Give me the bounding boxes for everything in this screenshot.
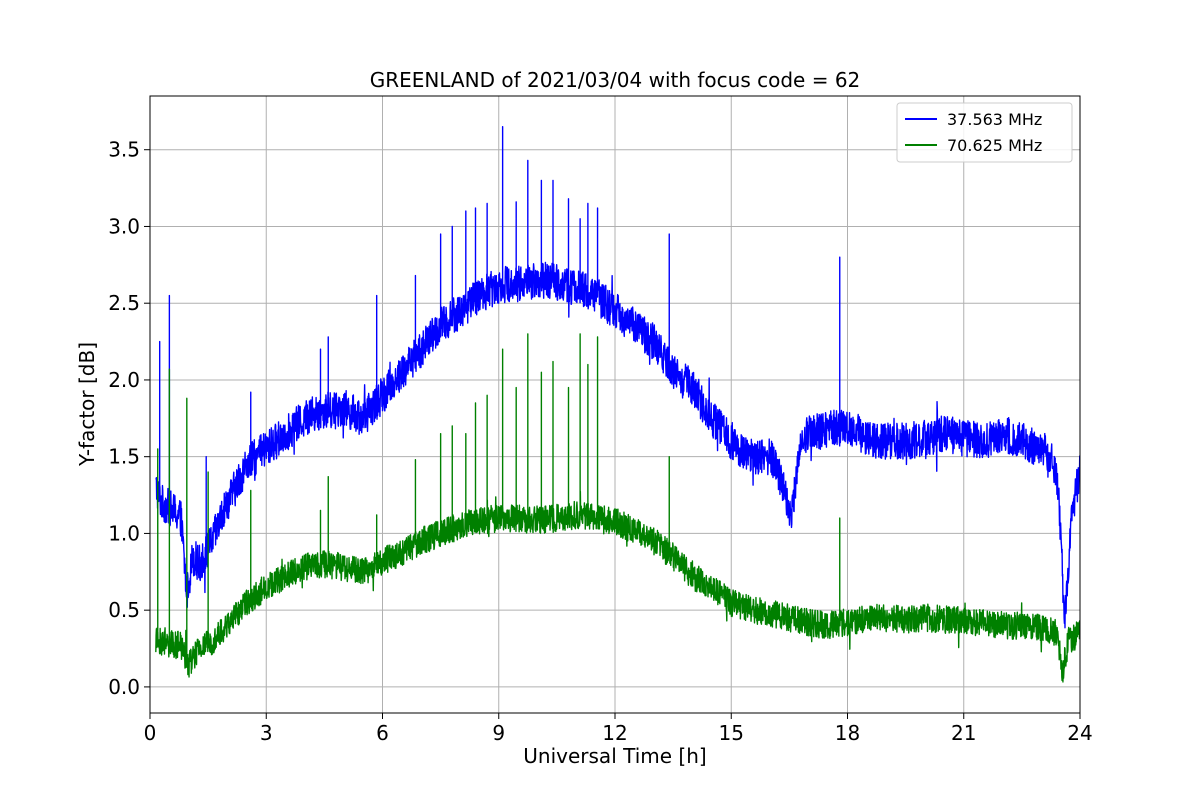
x-tick-label: 21 xyxy=(951,721,976,745)
x-tick-label: 9 xyxy=(492,721,505,745)
series-line-1 xyxy=(155,126,1080,629)
legend: 37.563 MHz 70.625 MHz xyxy=(896,102,1073,163)
y-tick-label: 2.0 xyxy=(108,368,140,392)
y-axis-ticks: 0.0 0.5 1.0 1.5 2.0 2.5 3.0 3.5 xyxy=(108,138,150,699)
series-line-2 xyxy=(155,333,1080,683)
x-tick-label: 12 xyxy=(602,721,627,745)
x-tick-label: 24 xyxy=(1067,721,1092,745)
x-tick-label: 15 xyxy=(719,721,744,745)
y-tick-label: 2.5 xyxy=(108,291,140,315)
x-tick-label: 3 xyxy=(260,721,273,745)
y-tick-label: 0.0 xyxy=(108,675,140,699)
y-tick-label: 0.5 xyxy=(108,598,140,622)
legend-label-1: 37.563 MHz xyxy=(947,110,1042,129)
x-axis-ticks: 0 3 6 9 12 15 18 21 24 xyxy=(144,713,1093,745)
legend-label-2: 70.625 MHz xyxy=(947,136,1042,155)
y-tick-label: 1.0 xyxy=(108,521,140,545)
y-axis-label: Y-factor [dB] xyxy=(75,342,99,467)
x-tick-label: 0 xyxy=(144,721,157,745)
x-tick-label: 6 xyxy=(376,721,389,745)
x-axis-label: Universal Time [h] xyxy=(523,744,706,768)
y-tick-label: 1.5 xyxy=(108,445,140,469)
y-tick-label: 3.0 xyxy=(108,214,140,238)
legend-box xyxy=(896,102,1073,163)
x-tick-label: 18 xyxy=(835,721,860,745)
chart-title: GREENLAND of 2021/03/04 with focus code … xyxy=(370,68,861,92)
y-tick-label: 3.5 xyxy=(108,138,140,162)
plot-series xyxy=(155,126,1080,683)
